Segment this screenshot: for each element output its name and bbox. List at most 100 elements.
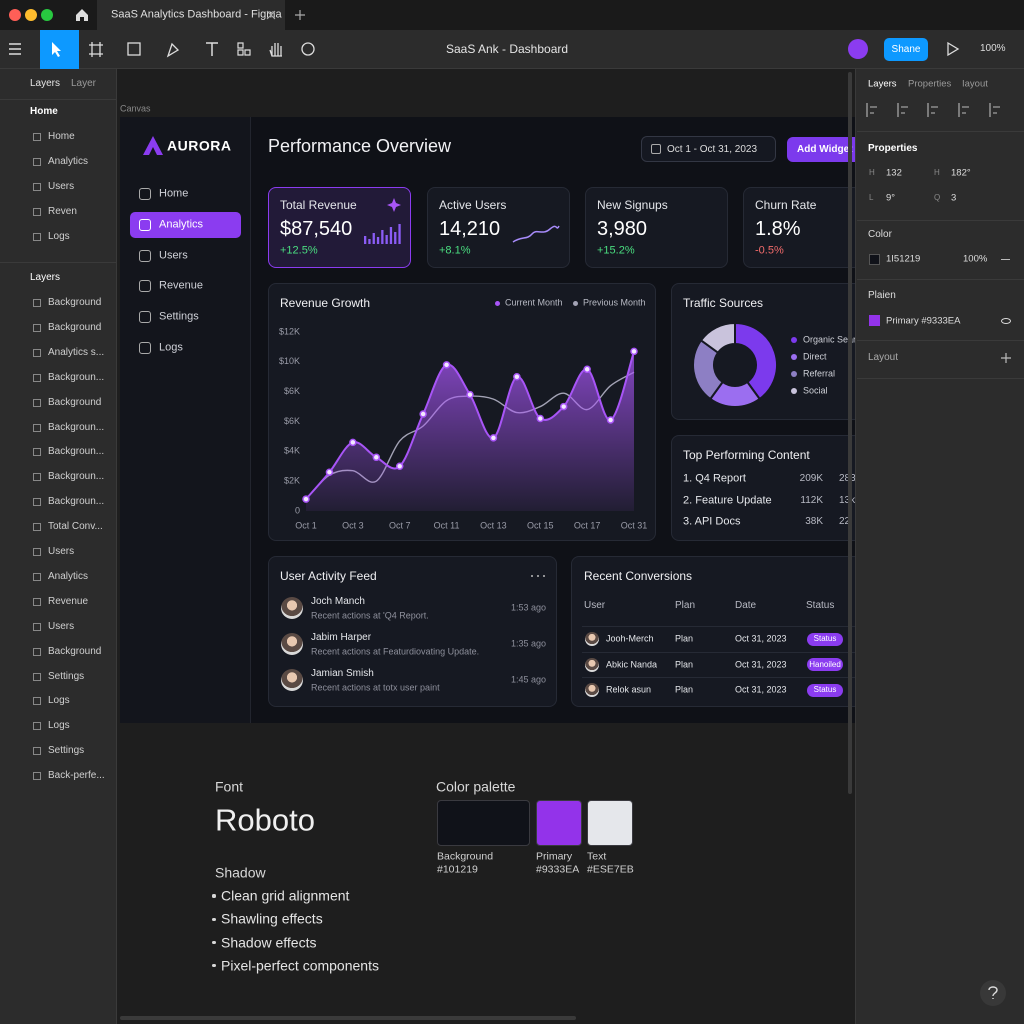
play-glyph xyxy=(947,41,960,57)
layer-icon xyxy=(33,183,41,191)
revenue-chart: 0 $2K $4K $6K $6K $10K $12K Oct 1 Oct 3 Oct 7 Oct … xyxy=(279,326,647,530)
layer-item[interactable]: Revenue xyxy=(48,595,89,607)
layer-item[interactable]: Backgroun... xyxy=(48,471,105,483)
point xyxy=(489,434,498,442)
nav-icon xyxy=(139,280,151,293)
spark-bar xyxy=(368,239,371,244)
panel-tab[interactable]: Iayout xyxy=(962,78,988,90)
style-value[interactable]: Primary #9333EA xyxy=(886,315,961,327)
spark-bar xyxy=(394,232,397,244)
content-views: 38K xyxy=(805,516,823,527)
move-glyph xyxy=(52,42,61,57)
page-item[interactable]: Users xyxy=(48,181,75,192)
cell-date: Oct 31, 2023 xyxy=(735,659,787,670)
file-tab[interactable]: SaaS Analytics Dashboard - Figma xyxy=(97,0,285,30)
page-item[interactable]: Home xyxy=(48,131,75,142)
layers-panel: Layers Layer Home Home Analytics Users Reven Lo… xyxy=(0,69,117,1024)
help-button[interactable] xyxy=(980,980,1006,1006)
brand-name: AURORA xyxy=(167,137,232,154)
panel-tab[interactable]: Layers xyxy=(30,78,61,89)
layer-item[interactable]: Background xyxy=(48,645,102,657)
shape-glyph xyxy=(127,42,141,56)
panel-title: Recent Conversions xyxy=(584,568,693,583)
legend-label: Direct xyxy=(803,351,827,362)
panel-tab[interactable]: Layers xyxy=(868,78,897,90)
cell-user: Abkic Nanda xyxy=(606,659,658,670)
swatch-hex: #9333EA xyxy=(536,863,580,876)
layer-item[interactable]: Total Conv... xyxy=(48,521,103,533)
legend-swatch xyxy=(791,354,797,360)
y-tick-label: 0 xyxy=(295,505,300,515)
avatar xyxy=(585,683,599,698)
layer-item[interactable]: Backgroun... xyxy=(48,446,105,458)
page-item[interactable]: Logs xyxy=(48,231,70,242)
point xyxy=(325,468,334,476)
share-button[interactable]: Shane xyxy=(884,38,928,61)
hand-glyph xyxy=(269,43,282,57)
zoom-level[interactable]: 100% xyxy=(980,43,1006,54)
layer-item[interactable]: Back-perfe... xyxy=(48,770,105,782)
help-glyph xyxy=(988,986,998,999)
layer-item[interactable]: Backgroun... xyxy=(48,371,105,383)
layer-icon xyxy=(33,373,41,382)
layer-icon xyxy=(33,299,41,307)
nav-item[interactable]: Home xyxy=(159,187,189,200)
new-tab-icon xyxy=(295,10,305,20)
bullet xyxy=(212,964,216,968)
panel-tab[interactable]: Properties xyxy=(908,78,952,90)
activity-text: Recent actions at 'Q4 Report. xyxy=(311,610,429,621)
bullet xyxy=(212,941,216,945)
cell-plan: Plan xyxy=(675,684,694,695)
nav-item[interactable]: Analytics xyxy=(159,218,204,231)
layer-item[interactable]: Logs xyxy=(48,695,70,707)
nav-item[interactable]: Revenue xyxy=(159,279,204,292)
page-item[interactable]: Analytics xyxy=(48,156,89,167)
sidebar xyxy=(120,117,251,723)
table-header: Date xyxy=(735,600,757,611)
nav-icon xyxy=(139,218,151,231)
play-icon xyxy=(947,41,960,57)
nav-icon xyxy=(139,188,151,200)
kpi-change: +15.2% xyxy=(597,244,635,257)
content-views: 112K xyxy=(800,494,823,506)
kpi-value: $87,540 xyxy=(280,218,353,240)
layer-item[interactable]: Background xyxy=(48,297,102,308)
add-widget-button[interactable]: Add Widget xyxy=(787,137,855,162)
page-title: Performance Overview xyxy=(268,136,452,157)
layer-item[interactable]: Background xyxy=(48,321,102,333)
panel-tab[interactable]: Layer xyxy=(71,78,97,89)
date-picker[interactable]: Oct 1 - Oct 31, 2023 xyxy=(641,136,776,162)
nav-item[interactable]: Logs xyxy=(159,341,183,354)
logo-glyph xyxy=(143,136,163,155)
layer-item[interactable]: Users xyxy=(48,620,75,632)
layer-item[interactable]: Backgroun... xyxy=(48,421,105,433)
layer-item[interactable]: Users xyxy=(48,546,75,557)
nav-item[interactable]: Users xyxy=(159,249,188,261)
field-value[interactable]: 3 xyxy=(951,192,957,204)
status-pill: Hanoiled xyxy=(807,658,843,672)
field-value[interactable]: 9° xyxy=(886,192,896,204)
layer-item[interactable]: Settings xyxy=(48,670,85,682)
layer-icon xyxy=(33,548,41,556)
content-name: 2. Feature Update xyxy=(683,493,772,506)
point xyxy=(513,373,521,381)
kpi-change: +8.1% xyxy=(439,244,471,257)
layer-item[interactable]: Analytics xyxy=(48,570,89,582)
align-glyph xyxy=(866,103,877,117)
layer-item[interactable]: Background xyxy=(48,396,102,408)
color-hex[interactable]: 1I51219 xyxy=(886,253,921,265)
file-title[interactable]: SaaS Ank - Dashboard xyxy=(445,41,569,56)
field-value[interactable]: 132 xyxy=(886,167,902,179)
nav-item[interactable]: Settings xyxy=(159,310,199,323)
field-value[interactable]: 182° xyxy=(951,167,971,179)
layer-item[interactable]: Backgroun... xyxy=(48,496,105,508)
avatar xyxy=(281,633,303,655)
status-pill: Status xyxy=(807,683,843,697)
layer-item[interactable]: Analytics s... xyxy=(48,346,105,358)
row-divider xyxy=(582,626,855,627)
page-item[interactable]: Reven xyxy=(48,206,77,217)
layer-item[interactable]: Settings xyxy=(48,745,85,757)
align-icons xyxy=(866,103,1000,117)
row-divider xyxy=(582,677,855,679)
layer-item[interactable]: Logs xyxy=(48,720,70,732)
